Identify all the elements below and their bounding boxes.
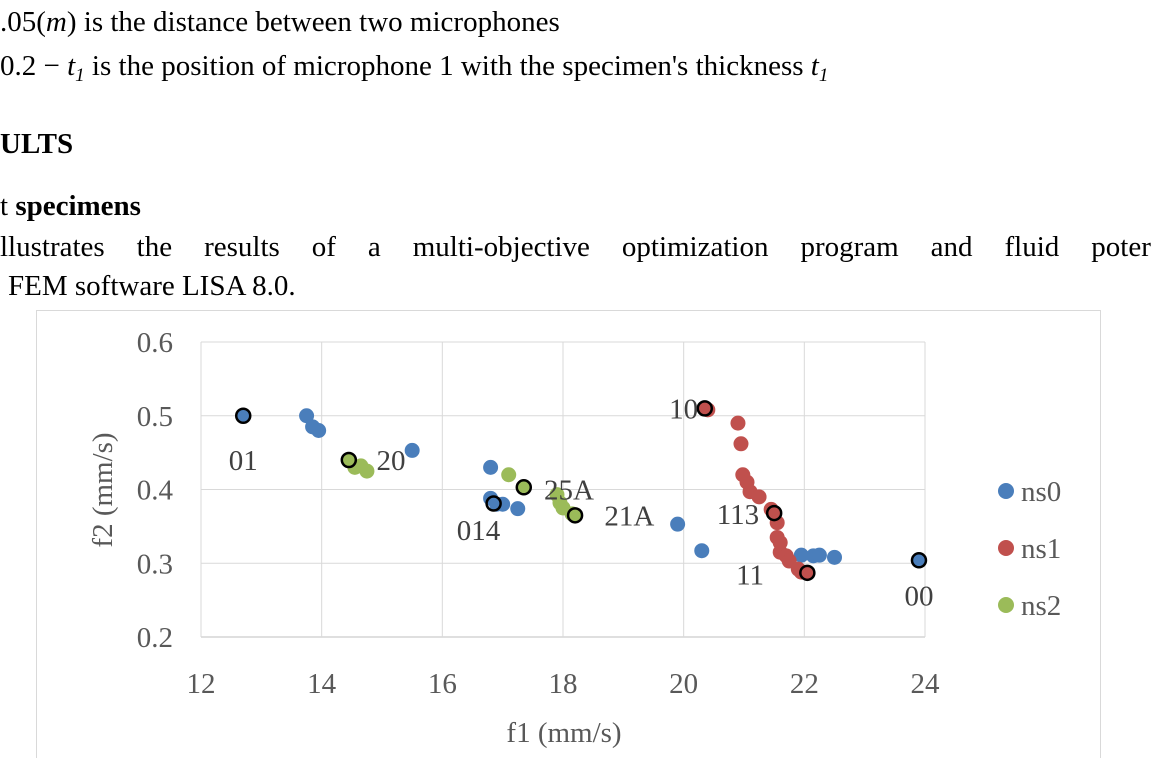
- point-annotation: 10: [669, 393, 698, 425]
- x-axis-title: f1 (mm/s): [506, 717, 621, 749]
- data-point-ns2: [359, 463, 375, 479]
- y-tick-label: 0.6: [137, 327, 173, 359]
- data-point-ns0: [827, 549, 842, 565]
- data-point-ns0: [235, 408, 251, 424]
- paragraph-word: of: [311, 231, 336, 263]
- data-point-ns1: [769, 515, 785, 531]
- highlighted-point: [566, 507, 584, 524]
- data-point-ns0: [299, 408, 315, 424]
- paragraph-line-2: FEM software LISA 8.0.: [0, 269, 296, 303]
- data-point-ns0: [404, 442, 420, 458]
- data-point-ns0: [311, 423, 327, 438]
- paragraph-word: fluid: [1004, 231, 1060, 263]
- math-var-m: m: [45, 6, 67, 38]
- x-tick-label: 12: [187, 668, 216, 700]
- math-subscript-2: 1: [818, 65, 829, 86]
- text-line-1-suffix: ) is the distance between two microphone…: [66, 6, 560, 38]
- data-point-ns0: [510, 501, 526, 517]
- highlighted-point: [234, 407, 252, 424]
- x-tick-label: 20: [669, 668, 698, 700]
- data-point-ns0: [811, 547, 827, 563]
- text-line-1-prefix: .05(: [0, 6, 46, 38]
- paragraph-word: llustrates: [0, 231, 105, 263]
- paragraph-word: and: [930, 231, 973, 263]
- x-tick-label: 14: [307, 668, 337, 700]
- highlighted-point: [485, 495, 502, 512]
- paragraph-line-2-text: FEM software LISA 8.0.: [8, 270, 296, 302]
- point-annotation: 00: [904, 581, 933, 613]
- data-point-ns1: [799, 565, 815, 581]
- point-annotation: 25A: [544, 475, 594, 507]
- point-annotation: 014: [457, 515, 501, 547]
- paragraph-word: the: [136, 231, 173, 263]
- data-point-ns1: [751, 489, 767, 505]
- y-tick-label: 0.2: [137, 622, 173, 654]
- point-annotation: 20: [377, 445, 406, 477]
- legend-label: ns2: [1021, 590, 1061, 622]
- paragraph-word: results: [204, 231, 280, 263]
- section-heading: ULTS: [0, 128, 74, 160]
- paragraph-line-1: llustrates the results of a multi-objective op…: [0, 230, 1151, 264]
- data-point-ns1: [733, 436, 749, 452]
- subheading: t specimens: [0, 189, 141, 223]
- data-point-ns0: [694, 543, 710, 559]
- point-annotation: 01: [229, 445, 258, 477]
- data-point-ns1: [730, 415, 746, 431]
- paragraph-word: a: [367, 231, 381, 263]
- point-annotation: 21A: [604, 500, 654, 532]
- text-line-2-middle: is the position of microphone 1 with the…: [84, 50, 811, 82]
- x-tick-label: 22: [790, 668, 819, 700]
- x-tick-label: 24: [911, 668, 941, 700]
- highlighted-point: [765, 504, 783, 522]
- subheading-prefix: t: [0, 190, 16, 222]
- legend-marker-ns2: [998, 597, 1014, 613]
- data-point-ns2: [501, 467, 517, 483]
- text-line-2-prefix: 0.2 −: [0, 50, 68, 82]
- point-annotation: 113: [717, 499, 759, 531]
- point-annotation: 11: [736, 559, 764, 591]
- legend-marker-ns0: [998, 483, 1014, 499]
- data-point-ns2: [567, 507, 583, 523]
- y-axis-title: f2 (mm/s): [87, 432, 119, 547]
- subheading-bold: specimens: [15, 190, 141, 222]
- math-var-t-2: t: [810, 50, 819, 82]
- legend-label: ns0: [1021, 476, 1061, 508]
- data-point-ns0: [793, 547, 809, 563]
- data-point-ns0: [911, 552, 927, 568]
- y-tick-label: 0.4: [137, 475, 174, 507]
- legend-label: ns1: [1021, 533, 1061, 565]
- paragraph-word: poter: [1091, 231, 1151, 263]
- y-tick-label: 0.5: [137, 401, 173, 433]
- highlighted-point: [799, 564, 816, 582]
- paragraph-word: optimization: [621, 231, 769, 263]
- legend-marker-ns1: [998, 540, 1014, 556]
- math-var-t: t: [67, 50, 76, 82]
- text-line-2: 0.2 − t1 is the position of microphone 1…: [0, 49, 828, 93]
- x-tick-label: 18: [549, 668, 578, 700]
- highlighted-point: [340, 451, 358, 469]
- highlighted-point: [910, 552, 928, 569]
- math-subscript: 1: [75, 65, 85, 86]
- paragraph-word: multi-objective: [412, 231, 590, 263]
- paragraph-word: program: [800, 231, 899, 263]
- text-line-1: .05(m) is the distance between two micro…: [0, 5, 560, 39]
- highlighted-point: [515, 479, 533, 496]
- chart-frame: [36, 310, 1101, 758]
- highlighted-point: [696, 400, 714, 417]
- data-point-ns2: [516, 479, 532, 495]
- data-point-ns0: [670, 516, 686, 532]
- x-tick-label: 16: [428, 668, 457, 700]
- y-tick-label: 0.3: [137, 548, 173, 580]
- data-point-ns0: [483, 459, 499, 475]
